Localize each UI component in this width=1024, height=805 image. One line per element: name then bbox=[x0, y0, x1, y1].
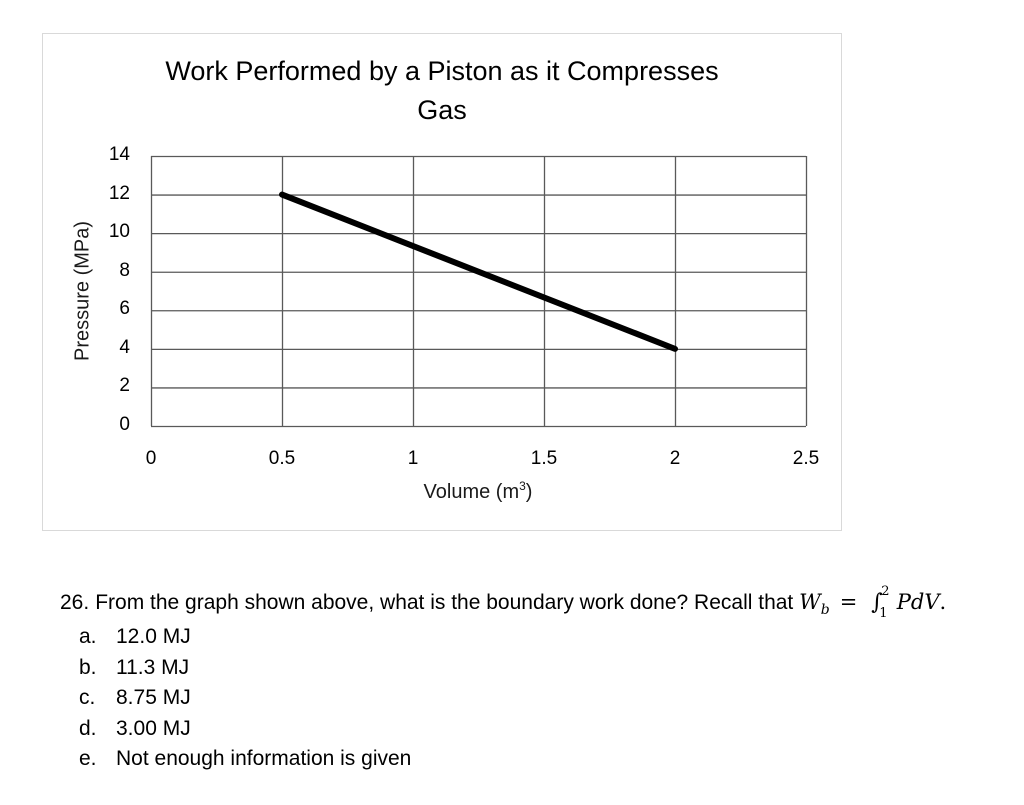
x-tick-label: 1 bbox=[407, 448, 419, 469]
option-text: 3.00 MJ bbox=[116, 716, 191, 740]
formula-equals: = bbox=[839, 590, 858, 614]
question-body: From the graph shown above, what is the … bbox=[95, 591, 794, 614]
chart-title-line-2: Gas bbox=[417, 95, 467, 125]
x-tick-label: 2.5 bbox=[792, 448, 820, 469]
gridlines bbox=[150, 155, 808, 428]
answer-option: a. 12.0 MJ bbox=[79, 622, 411, 653]
question-text: 26. From the graph shown above, what is t… bbox=[60, 584, 947, 621]
y-tick-label: 8 bbox=[119, 259, 130, 281]
y-tick-label: 4 bbox=[119, 336, 130, 358]
answer-option: e. Not enough information is given bbox=[79, 744, 411, 775]
x-tick-label: 0.5 bbox=[268, 448, 296, 469]
option-text: 11.3 MJ bbox=[116, 655, 190, 679]
formula-work-symbol: W bbox=[799, 590, 821, 614]
work-formula: Wb = ∫ 2 1 PdV. bbox=[799, 584, 947, 621]
x-axis-label: Volume (m3) bbox=[423, 479, 533, 504]
integral-lower-limit: 1 bbox=[879, 606, 888, 621]
x-tick-label: 2 bbox=[669, 448, 681, 469]
option-letter: b. bbox=[79, 655, 97, 679]
option-letter: d. bbox=[79, 716, 97, 740]
y-tick-label: 2 bbox=[119, 375, 130, 397]
integral-symbol: ∫ bbox=[871, 590, 883, 615]
y-tick-label: 6 bbox=[119, 298, 130, 320]
option-text: 12.0 MJ bbox=[116, 625, 191, 648]
answer-option: d. 3.00 MJ bbox=[79, 714, 411, 745]
integral-sign: ∫ 2 1 bbox=[871, 584, 889, 621]
option-letter: a. bbox=[79, 625, 97, 648]
x-tick-label: 1.5 bbox=[530, 448, 558, 469]
formula-subscript: b bbox=[820, 602, 830, 618]
option-text: 8.75 MJ bbox=[116, 686, 191, 709]
pressure-line bbox=[279, 191, 678, 352]
formula-period: . bbox=[939, 590, 947, 614]
x-axis-label-close: ) bbox=[525, 481, 533, 503]
option-letter: e. bbox=[79, 747, 97, 770]
formula-integrand: PdV bbox=[896, 590, 940, 614]
question-number: 26. bbox=[60, 591, 90, 614]
y-tick-label: 14 bbox=[108, 144, 130, 165]
chart-title-line-1: Work Performed by a Piston as it Compres… bbox=[165, 56, 719, 86]
answer-option: b. 11.3 MJ bbox=[79, 653, 411, 684]
chart-frame bbox=[42, 33, 842, 531]
y-tick-label: 0 bbox=[119, 414, 130, 435]
answer-option: c. 8.75 MJ bbox=[79, 683, 411, 714]
x-tick-label: 0 bbox=[145, 448, 157, 469]
chart-title: Work Performed by a Piston as it Compres… bbox=[42, 52, 842, 130]
integral-upper-limit: 2 bbox=[881, 584, 890, 599]
x-axis-label-superscript: 3 bbox=[519, 479, 526, 493]
option-letter: c. bbox=[79, 686, 96, 709]
option-text: Not enough information is given bbox=[116, 747, 412, 770]
x-axis-label-text: Volume (m bbox=[423, 481, 520, 503]
y-tick-label: 10 bbox=[108, 221, 130, 243]
answer-options: a. 12.0 MJ b. 11.3 MJ c. 8.75 MJ d. 3.00 MJ e. No… bbox=[79, 622, 411, 775]
y-tick-label: 12 bbox=[108, 182, 130, 204]
